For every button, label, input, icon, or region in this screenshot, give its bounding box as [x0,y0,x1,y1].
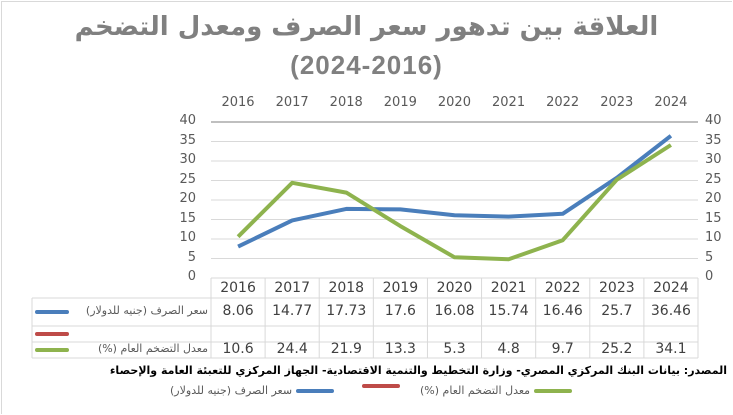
table-cell: 9.7 [551,341,574,357]
x-tick-label: 2022 [546,95,580,110]
y-right-tick-label: 25 [705,171,722,187]
legend-item-exchange-rate[interactable]: سعر الصرف (جنيه للدولار) [170,384,335,397]
source-note: المصدر: بيانات البنك المركزي المصري- وزا… [109,364,727,377]
legend-swatch-blue [296,388,335,393]
table-legend-swatch [35,348,69,352]
x-tick-label: 2018 [329,95,363,110]
table-row-label: معدل التضخم العام (%) [97,342,208,355]
legend-item-inflation[interactable]: معدل التضخم العام (%) [420,384,573,397]
table-legend-swatch [35,332,69,336]
y-left-tick-label: 40 [179,113,196,128]
table-cell: 15.74 [488,303,529,319]
table-header-cell: 2021 [490,280,527,296]
x-tick-label: 2019 [383,95,417,110]
y-right-tick-label: 35 [705,132,722,148]
y-right-tick-label: 40 [705,113,722,128]
x-tick-label: 2020 [437,95,471,110]
y-left-tick-label: 10 [179,230,196,245]
series-line [236,143,672,262]
y-left-tick-label: 5 [187,249,196,265]
y-left-tick-label: 15 [179,210,196,226]
x-tick-label: 2024 [654,95,688,110]
table-cell: 25.2 [601,341,633,357]
table-cell: 21.9 [330,341,362,357]
legend-label-inflation: معدل التضخم العام (%) [420,384,531,397]
y-left-tick-label: 25 [179,171,196,187]
table-cell: 24.4 [276,341,308,357]
table-header-cell: 2022 [544,280,581,296]
table-cell: 4.8 [497,341,520,357]
y-right-tick-label: 0 [705,269,714,284]
table-header-cell: 2023 [599,280,635,296]
table-legend-swatch [35,310,69,314]
x-tick-label: 2021 [492,95,526,110]
y-right-tick-label: 15 [705,210,722,226]
y-left-tick-label: 0 [187,269,196,284]
legend-label-exchange-rate: سعر الصرف (جنيه للدولار) [170,384,293,397]
table-cell: 13.3 [384,341,416,357]
legend-item-empty-series[interactable] [362,384,400,388]
x-tick-label: 2016 [221,95,255,110]
y-left-tick-label: 20 [179,191,196,206]
table-cell: 14.77 [272,303,313,319]
table-header-cell: 2024 [653,280,689,296]
table-cell: 5.3 [443,341,466,357]
legend-swatch-green [534,388,573,393]
chart-title: العلاقة بين تدهور سعر الصرف ومعدل التضخم [74,12,659,42]
table-header-cell: 2016 [220,280,256,296]
table-header-cell: 2020 [436,280,473,296]
y-left-tick-label: 35 [179,132,196,148]
table-cell: 16.08 [434,303,475,319]
y-right-tick-label: 20 [705,191,722,206]
table-row-label: سعر الصرف (جنيه للدولار) [85,304,208,317]
chart-subtitle-years: (2024-2016) [290,50,443,80]
y-right-tick-label: 30 [705,152,722,167]
table-cell: 34.1 [655,341,687,357]
legend-swatch-red [362,384,400,388]
y-right-tick-label: 10 [705,230,722,245]
x-tick-label: 2017 [275,95,309,110]
table-header-cell: 2017 [274,280,310,296]
table-cell: 10.6 [222,341,254,357]
series-line [237,134,673,249]
x-tick-label: 2023 [600,95,634,110]
table-cell: 17.73 [326,303,367,319]
table-cell: 25.7 [601,303,633,319]
table-cell: 8.06 [222,303,254,319]
table-cell: 16.46 [542,303,583,319]
y-right-tick-label: 5 [705,249,714,265]
table-cell: 17.6 [384,303,416,319]
table-header-cell: 2019 [382,280,419,296]
table-header-cell: 2018 [328,280,365,296]
table-cell: 36.46 [650,303,691,319]
y-left-tick-label: 30 [179,152,196,167]
